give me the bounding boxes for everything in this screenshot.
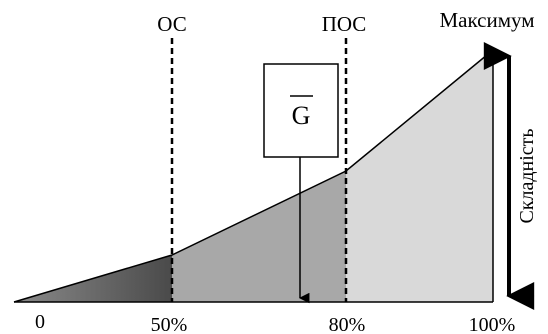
complexity-label: Складність <box>516 128 538 223</box>
region-50-80 <box>172 171 346 302</box>
pos-label: ПОС <box>322 12 367 36</box>
os-label: ОС <box>157 12 186 36</box>
g-box <box>263 63 339 158</box>
tick-100: 100% <box>469 314 516 334</box>
tick-50: 50% <box>151 314 188 334</box>
region-80-100 <box>346 50 493 302</box>
tick-0: 0 <box>35 311 45 333</box>
max-label: Максимум <box>439 8 534 32</box>
g-symbol: G <box>292 101 311 130</box>
tick-80: 80% <box>329 314 366 334</box>
